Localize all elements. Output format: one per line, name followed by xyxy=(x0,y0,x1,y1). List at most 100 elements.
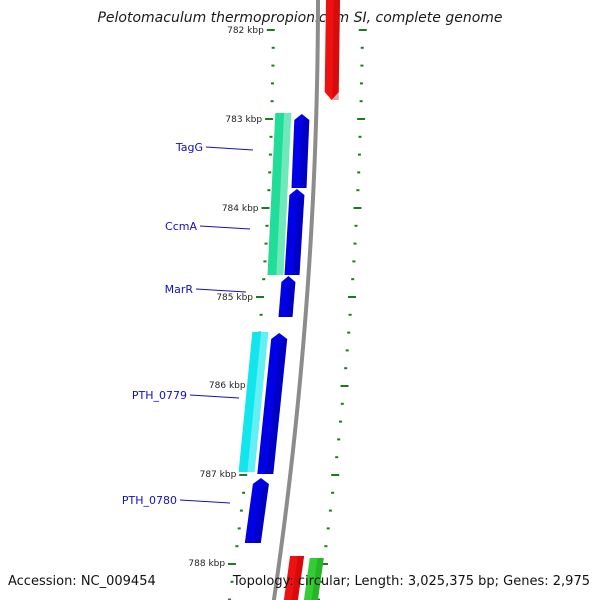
minor-tick xyxy=(259,313,263,316)
minor-tick xyxy=(235,545,239,548)
outer-major-tick xyxy=(357,118,366,120)
outer-minor-tick xyxy=(335,456,339,459)
kbp-label: 786 kbp xyxy=(209,381,246,391)
minor-tick xyxy=(270,100,274,103)
gene-label-1: CcmA xyxy=(165,220,197,233)
outer-minor-tick xyxy=(347,331,351,334)
major-tick xyxy=(261,207,270,209)
backbone-ring xyxy=(271,0,320,600)
major-tick xyxy=(239,474,248,476)
minor-tick xyxy=(268,153,272,156)
outer-minor-tick xyxy=(339,420,342,423)
outer-minor-tick xyxy=(360,64,364,67)
minor-tick xyxy=(271,82,274,85)
cds-marr-shade xyxy=(286,282,296,317)
gene-leader-line xyxy=(189,394,240,399)
cds-pth-0779-shade xyxy=(266,339,288,474)
outer-minor-tick xyxy=(360,82,363,85)
cds-ccma xyxy=(284,189,305,275)
reverse-cds-red-bottom xyxy=(283,556,305,600)
outer-minor-tick xyxy=(317,598,320,600)
kbp-label: 788 kbp xyxy=(188,559,225,569)
minor-tick xyxy=(242,491,246,494)
outer-major-tick xyxy=(353,207,362,209)
outer-minor-tick xyxy=(326,527,330,530)
minor-tick xyxy=(265,224,269,227)
minor-tick xyxy=(228,598,231,600)
outer-minor-tick xyxy=(348,313,352,316)
major-tick xyxy=(228,563,236,565)
outer-minor-tick xyxy=(353,242,357,245)
outer-minor-tick xyxy=(359,100,363,103)
map-title: Pelotomaculum thermopropionicum SI, comp… xyxy=(97,10,503,26)
gene-labels: TagG CcmA MarR PTH_0779 PTH_0780 xyxy=(122,141,254,507)
outer-minor-tick xyxy=(356,189,360,192)
kbp-labels: 782 kbp 783 kbp 784 kbp 785 kbp 786 kbp 787 k… xyxy=(188,26,264,569)
reverse-cds-red-shade xyxy=(332,0,340,100)
cog-block-teal xyxy=(267,113,292,275)
outer-major-tick xyxy=(358,29,367,31)
kbp-label: 785 kbp xyxy=(216,293,253,303)
accession-text: Accession: NC_009454 xyxy=(8,574,156,589)
minor-tick xyxy=(271,64,275,67)
minor-tick xyxy=(262,278,266,281)
outer-major-tick xyxy=(331,474,340,476)
outer-minor-tick xyxy=(358,135,362,138)
outer-major-tick xyxy=(348,296,356,298)
major-tick xyxy=(266,29,275,31)
minor-tick xyxy=(230,580,234,583)
major-tick xyxy=(256,296,264,298)
outer-minor-tick xyxy=(352,260,356,263)
gene-leader-line xyxy=(195,288,247,293)
outer-minor-tick xyxy=(344,367,348,370)
minor-tick xyxy=(263,260,267,263)
gene-leader-line xyxy=(199,225,251,230)
outer-minor-tick xyxy=(340,402,344,405)
outer-minor-tick xyxy=(319,580,323,583)
minor-tick xyxy=(271,46,275,49)
minor-tick xyxy=(237,527,241,530)
outer-major-tick xyxy=(320,563,328,565)
minor-tick xyxy=(264,242,268,245)
outer-minor-tick xyxy=(337,438,341,441)
outer-major-tick xyxy=(340,385,349,387)
minor-tick xyxy=(268,171,272,174)
outer-minor-tick xyxy=(360,46,364,49)
feature-track xyxy=(238,0,340,600)
cog-block-teal-shade xyxy=(276,113,292,275)
cds-marr xyxy=(278,276,296,317)
outer-minor-tick xyxy=(324,545,328,548)
gene-leader-line xyxy=(179,499,231,504)
cds-ccma-shade xyxy=(292,195,305,275)
outer-minor-tick xyxy=(354,224,358,227)
outer-tick-track xyxy=(317,29,367,600)
gene-leader-line xyxy=(205,146,254,151)
outer-minor-tick xyxy=(328,509,332,512)
kbp-label: 784 kbp xyxy=(222,204,259,214)
reverse-cds-red-bottom-shade xyxy=(291,556,305,600)
gene-label-0: TagG xyxy=(175,141,203,154)
reverse-cds-red xyxy=(324,0,340,100)
minor-tick xyxy=(239,509,243,512)
cds-tagg xyxy=(291,114,310,188)
gene-label-4: PTH_0780 xyxy=(122,494,177,507)
gene-label-3: PTH_0779 xyxy=(132,389,187,402)
cds-pth-0780-shade xyxy=(253,484,269,543)
kbp-label: 783 kbp xyxy=(225,115,262,125)
cds-pth-0779 xyxy=(257,333,288,474)
gene-label-2: MarR xyxy=(165,283,194,296)
outer-minor-tick xyxy=(331,491,335,494)
kbp-label: 782 kbp xyxy=(227,26,264,36)
reverse-cds-green-bottom-shade xyxy=(311,558,324,600)
kbp-label: 787 kbp xyxy=(200,470,237,480)
outer-minor-tick xyxy=(345,349,349,352)
cog-block-cyan xyxy=(238,332,269,472)
minor-tick xyxy=(269,135,273,138)
outer-minor-tick xyxy=(357,171,361,174)
reverse-cds-green-bottom xyxy=(303,558,324,600)
topology-text: Topology: circular; Length: 3,025,375 bp… xyxy=(232,574,590,589)
minor-tick xyxy=(267,189,271,192)
outer-minor-tick xyxy=(351,278,355,281)
outer-minor-tick xyxy=(357,153,361,156)
